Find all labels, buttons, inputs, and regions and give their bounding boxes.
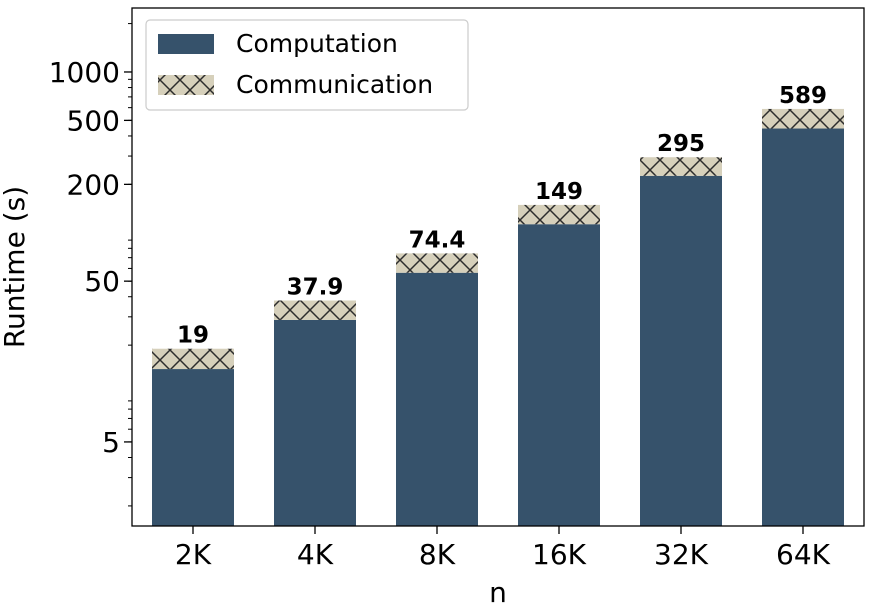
legend: Computation Communication: [145, 19, 469, 111]
legend-label-computation: Computation: [236, 29, 398, 58]
bar-computation-32K: [640, 175, 722, 526]
x-tick-label: 64K: [776, 538, 831, 571]
legend-swatch-computation: [158, 34, 214, 54]
total-label-2K: 19: [177, 323, 209, 349]
bar-communication-8K: [396, 253, 478, 273]
y-tick-label: 50: [84, 265, 120, 298]
y-tick-label: 5: [102, 426, 120, 459]
bar-computation-2K: [152, 369, 234, 526]
total-label-4K: 37.9: [287, 275, 344, 301]
total-label-64K: 589: [779, 83, 827, 109]
x-tick-label: 8K: [419, 538, 456, 571]
total-label-16K: 149: [535, 179, 583, 205]
bar-communication-32K: [640, 157, 722, 176]
bar-communication-4K: [274, 300, 356, 320]
y-tick-label: 500: [67, 104, 120, 137]
legend-label-communication: Communication: [236, 70, 433, 99]
bar-communication-64K: [762, 108, 844, 129]
bar-computation-4K: [274, 319, 356, 526]
bar-communication-16K: [518, 204, 600, 225]
x-tick-label: 4K: [297, 538, 334, 571]
x-tick-label: 32K: [654, 538, 709, 571]
plot-frame: [131, 7, 865, 527]
y-tick-label: 1000: [49, 56, 120, 89]
x-tick-label: 2K: [175, 538, 212, 571]
plot-area: 5 50 200 500 1000 19 2K 37.9 4K 74.4 8K 149 16K 295 32…: [49, 7, 865, 571]
y-axis-label: Runtime (s): [0, 186, 31, 348]
legend-box: [145, 19, 469, 111]
bar-computation-8K: [396, 272, 478, 526]
bar-computation-16K: [518, 224, 600, 526]
legend-swatch-communication: [158, 75, 214, 95]
total-label-32K: 295: [657, 131, 705, 157]
x-axis-label: n: [489, 576, 507, 609]
bar-communication-2K: [152, 348, 234, 370]
y-tick-label: 200: [67, 168, 120, 201]
total-label-8K: 74.4: [409, 227, 466, 253]
bar-computation-64K: [762, 128, 844, 526]
x-tick-label: 16K: [532, 538, 587, 571]
